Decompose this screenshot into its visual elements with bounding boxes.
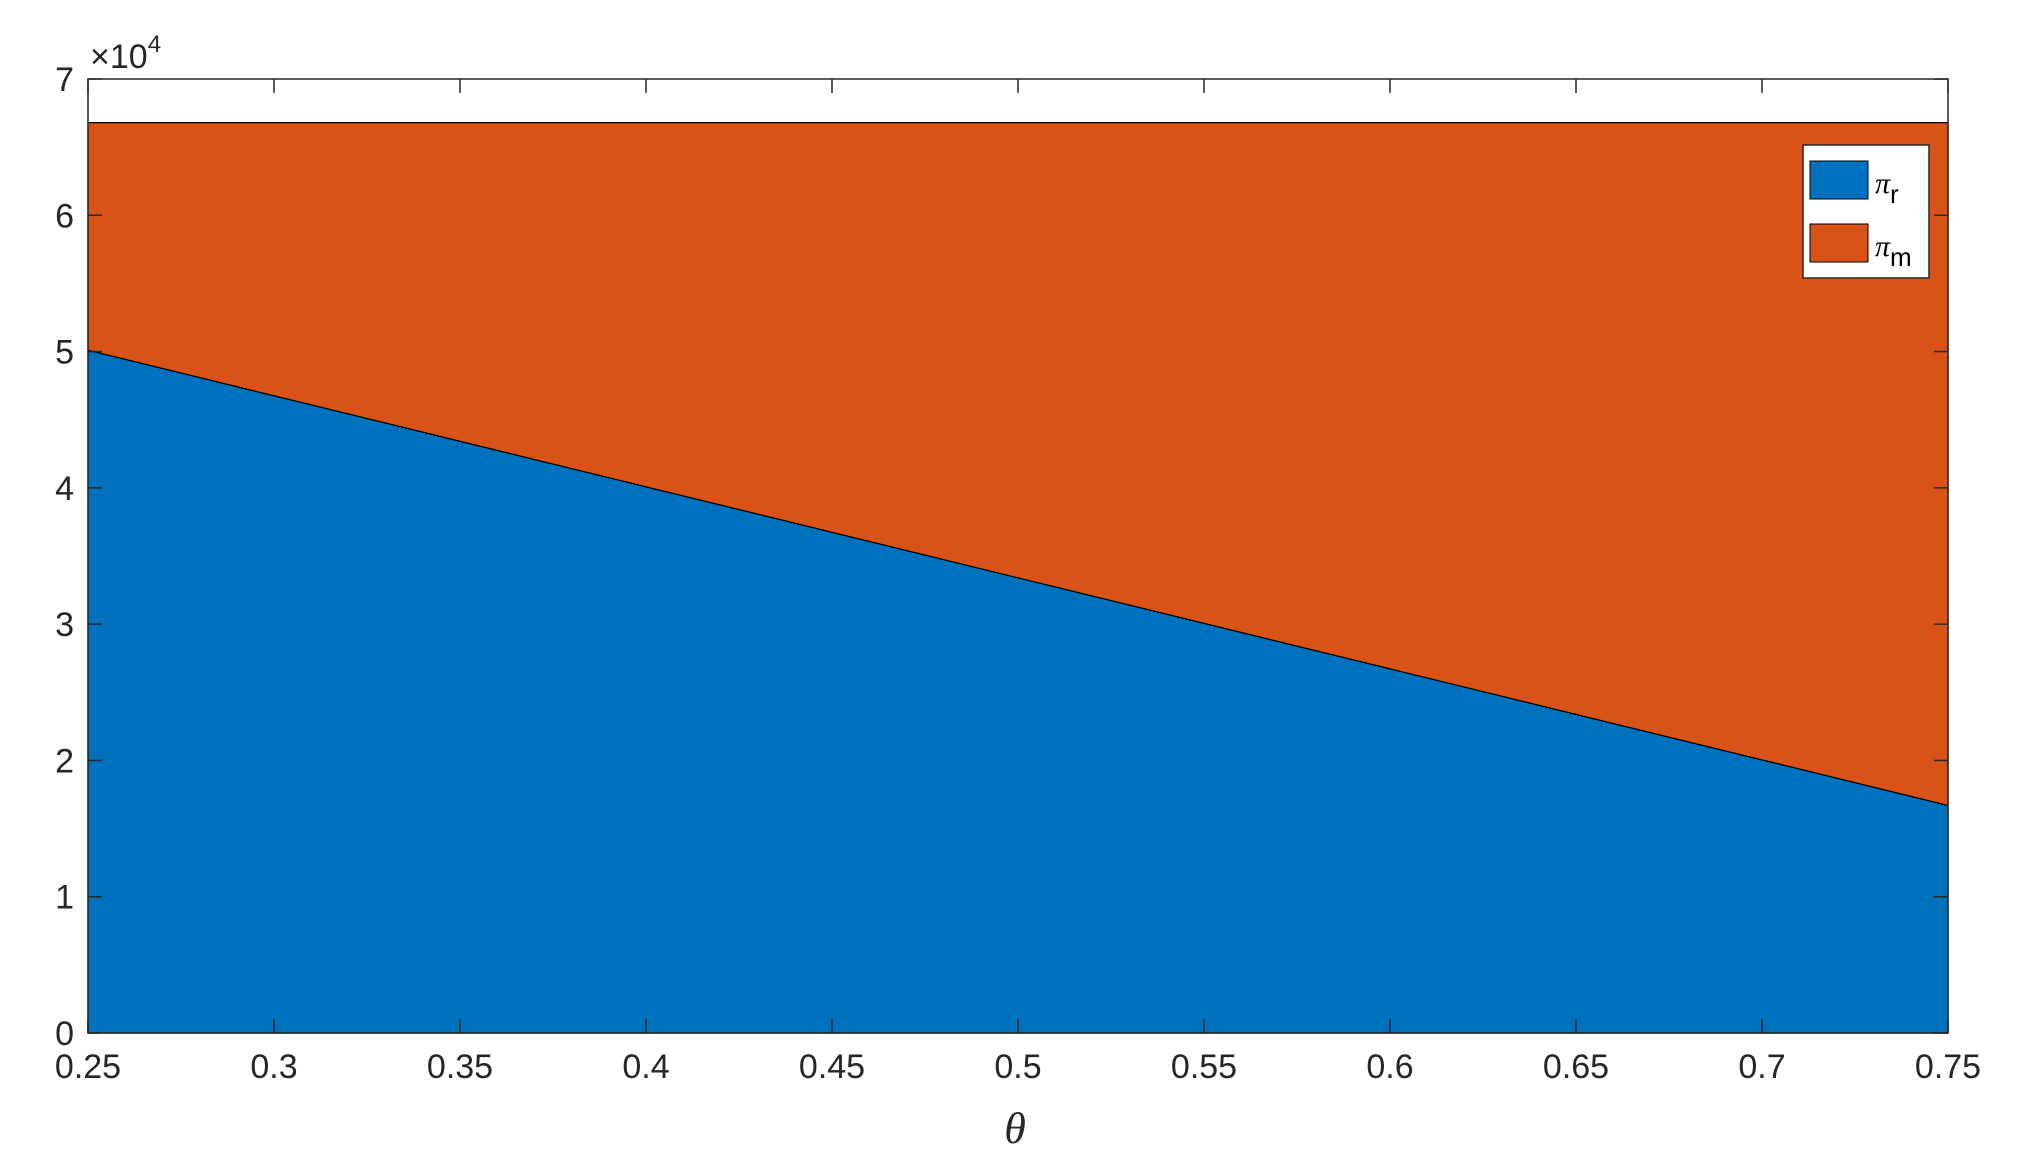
x-tick-label: 0.5 xyxy=(994,1048,1041,1086)
legend-label-pi-r: πr xyxy=(1875,167,1899,209)
legend-swatch-pi-m xyxy=(1809,223,1869,263)
y-exponent-power: 4 xyxy=(148,31,161,58)
x-tick-label: 0.35 xyxy=(427,1048,493,1086)
y-tick-label: 2 xyxy=(55,742,74,780)
legend-pi-r-subscript: r xyxy=(1890,179,1899,209)
y-tick-label: 0 xyxy=(55,1015,74,1053)
x-tick-label: 0.45 xyxy=(799,1048,865,1086)
legend-swatch-pi-r xyxy=(1809,160,1869,200)
x-tick-label: 0.65 xyxy=(1543,1048,1609,1086)
x-tick-label: 0.6 xyxy=(1366,1048,1413,1086)
tick-labels: 0.25 0.3 0.35 0.4 0.45 0.5 0.55 0.6 0.65 0.7 0.75 0… xyxy=(55,61,1981,1086)
y-tick-label: 5 xyxy=(55,334,74,372)
x-tick-label: 0.4 xyxy=(622,1048,669,1086)
x-axis-label: θ xyxy=(1004,1104,1026,1153)
y-tick-label: 6 xyxy=(55,197,74,235)
x-tick-label: 0.55 xyxy=(1171,1048,1237,1086)
legend-label-pi-m: πm xyxy=(1875,230,1912,272)
x-tick-label: 0.25 xyxy=(55,1048,121,1086)
y-exponent-base: ×10 xyxy=(90,38,148,76)
x-tick-label: 0.75 xyxy=(1915,1048,1981,1086)
x-tick-label: 0.7 xyxy=(1738,1048,1785,1086)
y-exponent-label: ×104 xyxy=(90,31,161,76)
legend: πr πm xyxy=(1802,144,1930,279)
ticks xyxy=(87,78,1949,1034)
legend-pi-r-symbol: π xyxy=(1875,167,1891,200)
plot-area xyxy=(87,122,1949,1034)
y-tick-label: 1 xyxy=(55,879,74,917)
y-tick-label: 4 xyxy=(55,470,74,508)
legend-pi-m-subscript: m xyxy=(1890,242,1912,272)
y-tick-label: 7 xyxy=(55,61,74,99)
legend-pi-m-symbol: π xyxy=(1875,230,1891,263)
x-tick-label: 0.3 xyxy=(250,1048,297,1086)
y-tick-label: 3 xyxy=(55,606,74,644)
